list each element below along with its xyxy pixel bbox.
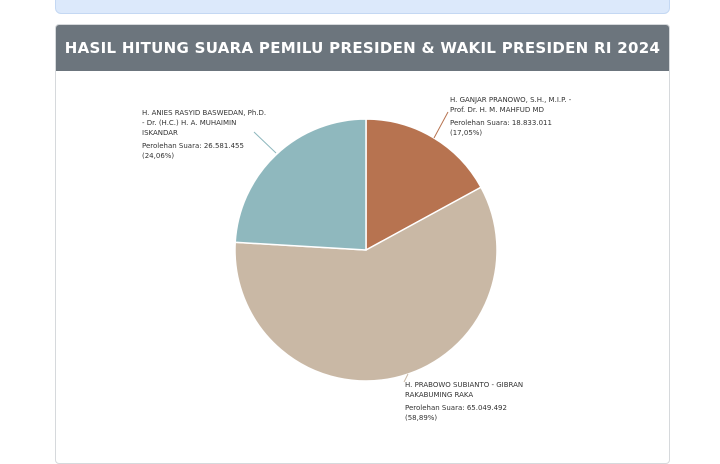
votes-label: Perolehan Suara: 26.581.455 bbox=[142, 142, 244, 150]
pie-chart: H. ANIES RASYID BASWEDAN, Ph.D. - Dr. (H.… bbox=[142, 96, 572, 422]
candidate-name-line: - Dr. (H.C.) H. A. MUHAIMIN bbox=[142, 119, 236, 127]
percent-label: (58,89%) bbox=[405, 414, 437, 422]
leader-line-2 bbox=[433, 111, 449, 139]
votes-label: Perolehan Suara: 65.049.492 bbox=[405, 404, 507, 412]
percent-label: (17,05%) bbox=[450, 129, 482, 137]
pie-slice-3 bbox=[234, 186, 498, 382]
candidate-name-line: RAKABUMING RAKA bbox=[405, 391, 473, 399]
top-info-card bbox=[55, 0, 670, 14]
percent-label: (24,06%) bbox=[142, 152, 174, 160]
candidate-name-line: H. ANIES RASYID BASWEDAN, Ph.D. bbox=[142, 109, 266, 117]
candidate-name-line: H. PRABOWO SUBIANTO - GIBRAN bbox=[405, 381, 523, 389]
votes-label: Perolehan Suara: 18.833.011 bbox=[450, 119, 552, 127]
leader-line-1 bbox=[253, 131, 277, 154]
candidate-name-line: H. GANJAR PRANOWO, S.H., M.I.P. - bbox=[450, 96, 572, 104]
slice-label-2: H. GANJAR PRANOWO, S.H., M.I.P. - Prof. D… bbox=[450, 96, 572, 137]
candidate-name-line: Prof. Dr. H. M. MAHFUD MD bbox=[450, 106, 544, 114]
page-title: HASIL HITUNG SUARA PEMILU PRESIDEN & WAK… bbox=[64, 39, 661, 57]
candidate-name-line: ISKANDAR bbox=[142, 129, 178, 137]
pie-slice-1 bbox=[234, 118, 367, 251]
pie-slice-2 bbox=[365, 118, 483, 252]
panel-header: HASIL HITUNG SUARA PEMILU PRESIDEN & WAK… bbox=[56, 25, 669, 71]
slice-label-1: H. ANIES RASYID BASWEDAN, Ph.D. - Dr. (H.… bbox=[142, 109, 266, 160]
slice-label-3: H. PRABOWO SUBIANTO - GIBRAN RAKABUMING R… bbox=[405, 381, 523, 422]
leader-line-3 bbox=[403, 373, 409, 383]
